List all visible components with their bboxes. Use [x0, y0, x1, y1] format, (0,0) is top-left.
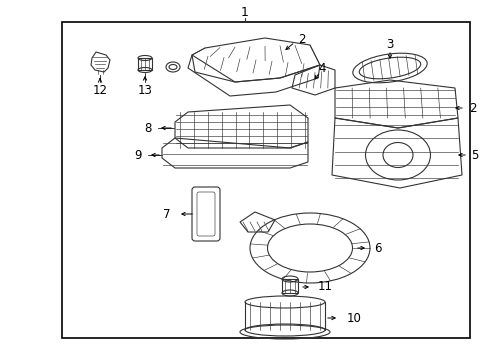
- Text: 4: 4: [318, 62, 325, 75]
- Text: 12: 12: [92, 84, 107, 96]
- Bar: [62, 22, 469, 338]
- Text: 9: 9: [134, 149, 142, 162]
- Text: 7: 7: [162, 207, 170, 220]
- Text: 5: 5: [470, 149, 478, 162]
- Bar: [282, 279, 297, 293]
- Text: 11: 11: [317, 280, 332, 293]
- Text: 13: 13: [137, 84, 152, 96]
- Text: 10: 10: [346, 311, 361, 324]
- Text: 8: 8: [144, 122, 152, 135]
- Text: 3: 3: [386, 37, 393, 50]
- Text: 2: 2: [468, 102, 476, 114]
- Bar: [138, 58, 152, 70]
- Text: 2: 2: [298, 32, 305, 45]
- Text: 6: 6: [373, 242, 381, 255]
- Text: 1: 1: [241, 5, 248, 18]
